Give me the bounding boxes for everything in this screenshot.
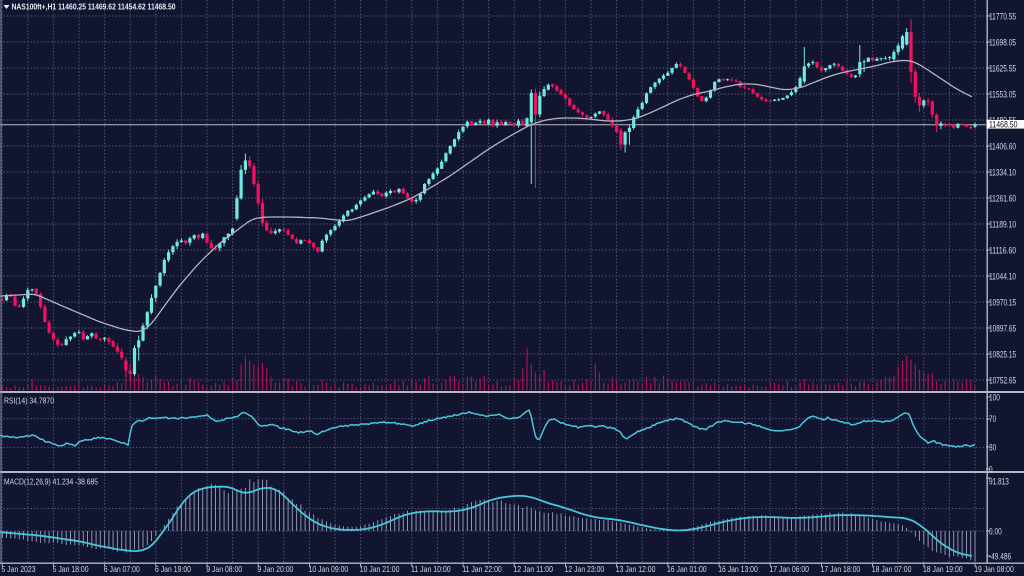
svg-text:10897.65: 10897.65 xyxy=(989,323,1016,333)
svg-text:5 Jan 2023: 5 Jan 2023 xyxy=(1,565,36,574)
svg-text:10825.15: 10825.15 xyxy=(989,349,1016,359)
svg-text:13 Jan 12:00: 13 Jan 12:00 xyxy=(616,565,656,574)
svg-text:11770.55: 11770.55 xyxy=(989,11,1016,21)
svg-text:11 Jan 22:00: 11 Jan 22:00 xyxy=(462,565,502,574)
svg-text:16 Jan 01:00: 16 Jan 01:00 xyxy=(667,565,707,574)
svg-text:RSI(14) 34.7870: RSI(14) 34.7870 xyxy=(4,396,54,406)
svg-text:11189.10: 11189.10 xyxy=(989,219,1016,229)
svg-text:11 Jan 10:00: 11 Jan 10:00 xyxy=(411,565,451,574)
svg-text:19 Jan 08:00: 19 Jan 08:00 xyxy=(974,565,1014,574)
svg-text:10970.15: 10970.15 xyxy=(989,297,1016,307)
svg-text:18 Jan 07:00: 18 Jan 07:00 xyxy=(872,565,912,574)
svg-text:NAS100ft+,H1 11460.25 11469.6: NAS100ft+,H1 11460.25 11469.62 11454.62 … xyxy=(12,1,176,11)
svg-text:11468.50: 11468.50 xyxy=(989,119,1018,129)
svg-text:18 Jan 19:00: 18 Jan 19:00 xyxy=(923,565,963,574)
svg-text:11334.10: 11334.10 xyxy=(989,167,1016,177)
svg-text:11261.60: 11261.60 xyxy=(989,193,1016,203)
svg-text:17 Jan 06:00: 17 Jan 06:00 xyxy=(769,565,809,574)
svg-text:12 Jan 11:00: 12 Jan 11:00 xyxy=(513,565,553,574)
svg-text:0: 0 xyxy=(989,464,993,474)
svg-text:6 Jan 07:00: 6 Jan 07:00 xyxy=(104,565,140,574)
svg-text:0.00: 0.00 xyxy=(989,526,1002,536)
svg-text:11044.10: 11044.10 xyxy=(989,271,1016,281)
svg-text:16 Jan 13:00: 16 Jan 13:00 xyxy=(718,565,758,574)
svg-text:11553.05: 11553.05 xyxy=(989,89,1016,99)
svg-text:-49.486: -49.486 xyxy=(989,551,1011,561)
svg-text:70: 70 xyxy=(989,414,996,424)
svg-text:11625.55: 11625.55 xyxy=(989,63,1016,73)
svg-text:10 Jan 09:00: 10 Jan 09:00 xyxy=(309,565,349,574)
svg-text:6 Jan 19:00: 6 Jan 19:00 xyxy=(155,565,191,574)
svg-text:100: 100 xyxy=(989,392,1000,402)
svg-text:9 Jan 08:00: 9 Jan 08:00 xyxy=(206,565,242,574)
svg-text:30: 30 xyxy=(989,443,996,453)
svg-text:5 Jan 18:00: 5 Jan 18:00 xyxy=(53,565,89,574)
svg-text:10752.65: 10752.65 xyxy=(989,375,1016,385)
svg-text:9 Jan 20:00: 9 Jan 20:00 xyxy=(257,565,293,574)
svg-text:11116.60: 11116.60 xyxy=(989,245,1016,255)
svg-text:17 Jan 18:00: 17 Jan 18:00 xyxy=(821,565,861,574)
svg-text:12 Jan 23:00: 12 Jan 23:00 xyxy=(565,565,605,574)
svg-text:11406.60: 11406.60 xyxy=(989,141,1016,151)
svg-text:11698.05: 11698.05 xyxy=(989,37,1016,47)
svg-text:10 Jan 21:00: 10 Jan 21:00 xyxy=(360,565,400,574)
svg-text:91.813: 91.813 xyxy=(989,476,1009,486)
svg-text:MACD(12,26,9) 41.234 -38.685: MACD(12,26,9) 41.234 -38.685 xyxy=(4,477,98,487)
